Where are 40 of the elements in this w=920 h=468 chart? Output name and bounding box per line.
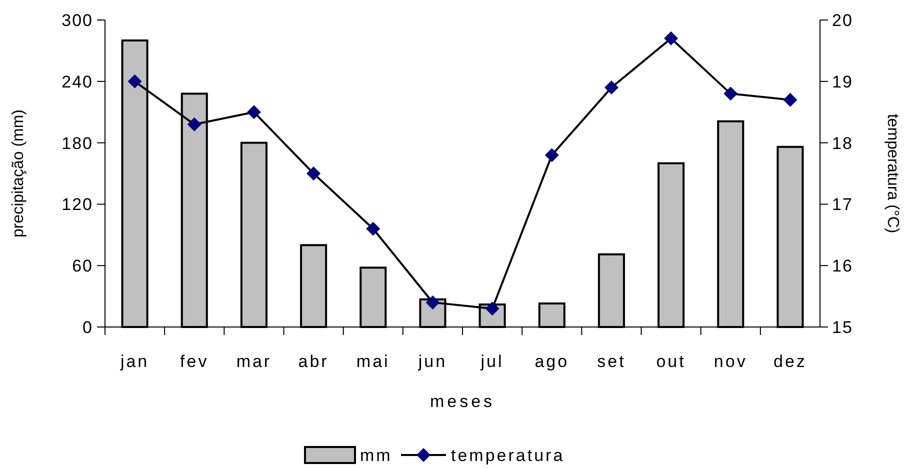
y2-tick-label: 15 <box>832 318 853 337</box>
point <box>664 31 678 46</box>
point <box>604 80 618 95</box>
y2-tick-label: 20 <box>832 11 853 30</box>
y-tick-label: 60 <box>72 256 93 276</box>
x-tick-label: jun <box>417 352 448 371</box>
x-axis-title: meses <box>430 392 496 411</box>
x-tick-label: dez <box>773 352 807 371</box>
point <box>724 86 738 101</box>
point <box>128 74 142 88</box>
y-tick-label: 180 <box>62 134 93 153</box>
x-tick-label: abr <box>298 352 329 371</box>
y2-tick-label: 16 <box>832 256 853 276</box>
y2-tick-label: 17 <box>832 195 853 214</box>
point <box>187 117 202 132</box>
y-tick-label: 240 <box>62 72 93 92</box>
y2-axis-title: temperatura (°C) <box>884 114 901 234</box>
legend-label: mm <box>360 446 392 465</box>
y-tick-label: 300 <box>62 11 93 30</box>
x-tick-label: jul <box>480 352 504 371</box>
point <box>783 92 798 107</box>
point <box>306 166 321 180</box>
x-tick-label: nov <box>714 352 748 371</box>
y2-tick-label: 19 <box>832 72 853 92</box>
point <box>366 222 380 236</box>
y2-tick-label: 18 <box>832 134 853 153</box>
x-tick-label: mai <box>356 352 390 371</box>
x-tick-label: jan <box>119 352 150 371</box>
x-tick-label: set <box>597 352 626 371</box>
y-axis-title: precipitação (mm) <box>10 109 27 238</box>
point <box>544 148 559 162</box>
x-tick-label: ago <box>534 352 570 371</box>
x-tick-label: out <box>656 352 686 371</box>
point <box>246 105 261 120</box>
x-tick-label: mar <box>236 352 272 371</box>
point <box>426 295 440 310</box>
y-tick-label: 120 <box>62 195 93 214</box>
x-tick-label: fev <box>180 352 209 371</box>
y-tick-label: 0 <box>82 318 93 337</box>
legend-label: temperatura <box>451 446 565 465</box>
